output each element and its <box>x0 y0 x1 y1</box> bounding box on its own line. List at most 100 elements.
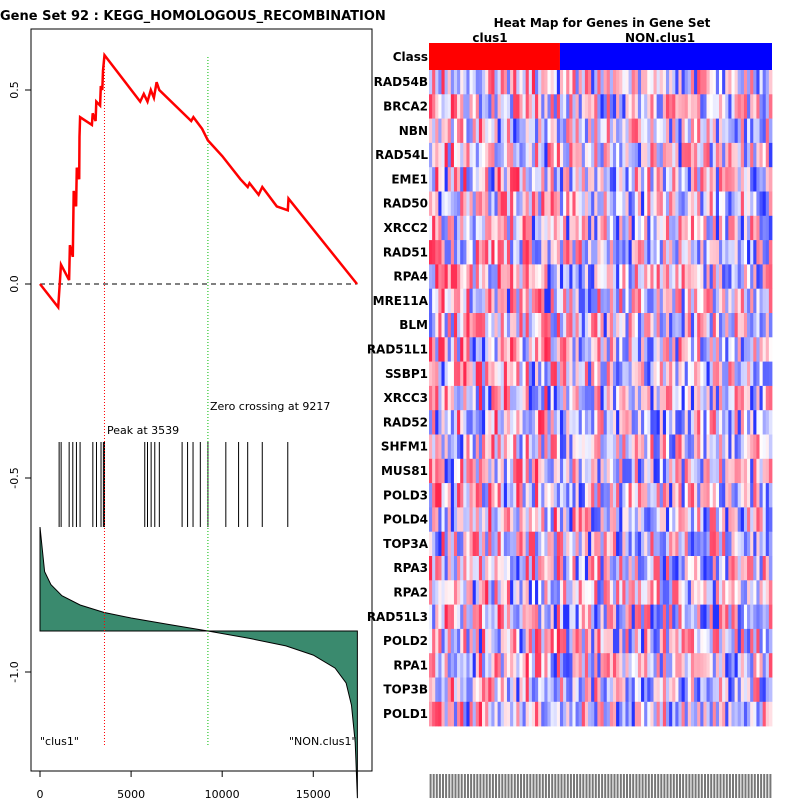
heatmap-cell <box>556 701 561 727</box>
heatmap-cell <box>690 337 695 362</box>
heatmap-cell <box>528 337 533 362</box>
heatmap-cell <box>510 531 514 557</box>
column-label-mark <box>610 774 613 798</box>
heatmap-cell <box>463 628 467 654</box>
column-label-mark <box>694 774 697 798</box>
heatmap-cell <box>728 434 732 460</box>
heatmap-cell <box>694 167 698 192</box>
heatmap-cell <box>653 70 658 95</box>
heatmap-cell <box>578 410 583 435</box>
heatmap-cell <box>619 288 623 314</box>
heatmap-cell <box>703 240 707 265</box>
heatmap-cell <box>662 142 667 168</box>
heatmap-cell <box>641 288 645 314</box>
heatmap-cell <box>491 94 495 119</box>
heatmap-cell <box>628 361 633 387</box>
heatmap-cell <box>597 191 601 217</box>
heatmap-cell <box>528 264 533 289</box>
heatmap-cell <box>768 628 773 654</box>
heatmap-cell <box>712 70 717 95</box>
heatmap-cell <box>665 483 670 508</box>
heatmap-cell <box>522 191 527 217</box>
heatmap-cell <box>506 483 511 508</box>
heatmap-cell <box>488 240 492 265</box>
heatmap-cell <box>594 94 598 119</box>
heatmap-cell <box>475 410 480 435</box>
heatmap-cell <box>516 118 520 144</box>
heatmap-cell <box>447 337 452 362</box>
heatmap-cell <box>469 361 474 387</box>
heatmap-cell <box>743 531 748 557</box>
heatmap-cell <box>612 70 617 95</box>
heatmap-cell <box>441 604 445 630</box>
heatmap-cell <box>572 701 576 727</box>
heatmap-cell <box>737 580 742 605</box>
heatmap-cell <box>553 337 558 362</box>
heatmap-cell <box>463 337 467 362</box>
heatmap-cell <box>463 240 467 265</box>
heatmap-cell <box>429 556 433 581</box>
heatmap-cell <box>463 70 467 95</box>
heatmap-cell <box>569 701 573 727</box>
heatmap-cell <box>444 337 449 362</box>
heatmap-cell <box>572 240 576 265</box>
heatmap-cell <box>553 677 558 703</box>
heatmap-cell <box>535 313 539 338</box>
heatmap-cell <box>647 507 651 532</box>
heatmap-cell <box>616 458 620 484</box>
heatmap-cell <box>575 361 580 387</box>
heatmap-cell <box>747 288 751 314</box>
heatmap-cell <box>659 507 664 532</box>
heatmap-cell <box>731 483 735 508</box>
heatmap-cell <box>438 556 442 581</box>
heatmap-cell <box>759 458 764 484</box>
heatmap-cell <box>569 264 573 289</box>
heatmap-cell <box>472 288 477 314</box>
heatmap-cell <box>513 240 517 265</box>
heatmap-cell <box>528 70 533 95</box>
heatmap-cell <box>469 701 474 727</box>
heatmap-cell <box>622 240 626 265</box>
heatmap-cell <box>712 361 717 387</box>
heatmap-cell <box>575 94 580 119</box>
heatmap-cell <box>659 385 664 411</box>
heatmap-cell <box>594 507 598 532</box>
heatmap-cell <box>656 288 661 314</box>
heatmap-cell <box>662 337 667 362</box>
heatmap-cell <box>616 142 620 168</box>
column-label-mark <box>538 774 541 798</box>
heatmap-cell <box>725 288 729 314</box>
heatmap-cell <box>572 458 576 484</box>
heatmap-cell <box>541 628 545 654</box>
heatmap-cell <box>485 337 489 362</box>
heatmap-cell <box>588 677 592 703</box>
heatmap-cell <box>506 167 511 192</box>
heatmap-cell <box>725 628 729 654</box>
heatmap-cell <box>703 288 707 314</box>
heatmap-cell <box>603 628 608 654</box>
heatmap-cell <box>697 653 701 678</box>
heatmap-cell <box>619 580 623 605</box>
heatmap-cell <box>669 531 673 557</box>
heatmap-cell <box>563 142 567 168</box>
heatmap-cell <box>637 580 642 605</box>
heatmap-cell <box>687 264 692 289</box>
heatmap-cell <box>737 240 742 265</box>
heatmap-cell <box>566 385 570 411</box>
heatmap-cell <box>453 167 458 192</box>
heatmap-cell <box>606 410 611 435</box>
heatmap-cell <box>553 94 558 119</box>
heatmap-cell <box>731 385 735 411</box>
heatmap-cell <box>497 507 502 532</box>
heatmap-cell <box>653 191 658 217</box>
heatmap-cell <box>572 507 576 532</box>
heatmap-cell <box>594 410 598 435</box>
heatmap-cell <box>718 458 723 484</box>
heatmap-cell <box>725 483 729 508</box>
heatmap-cell <box>600 653 605 678</box>
heatmap-cell <box>469 458 474 484</box>
heatmap-cell <box>591 215 595 241</box>
heatmap-cell <box>606 288 611 314</box>
heatmap-cell <box>603 215 608 241</box>
heatmap-cell <box>616 215 620 241</box>
